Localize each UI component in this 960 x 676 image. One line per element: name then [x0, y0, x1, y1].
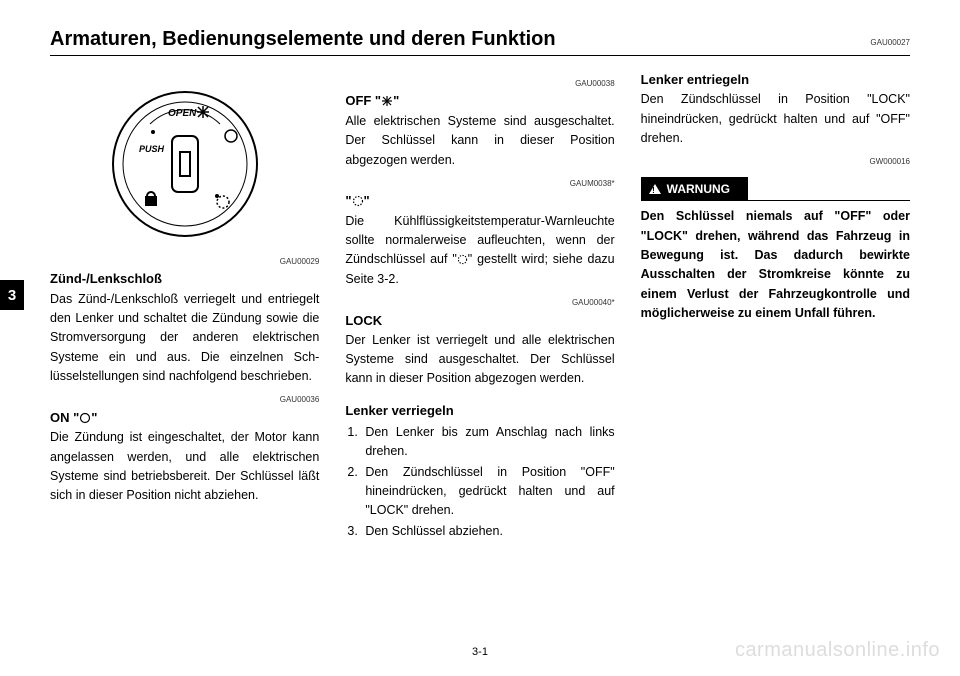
- lock-step-2: Den Zündschlüssel in Position "OFF" hine…: [361, 463, 614, 521]
- lock-step-3: Den Schlüssel abziehen.: [361, 522, 614, 541]
- p-lenker-entriegeln: Den Zündschlüssel in Position "LOCK" hin…: [641, 90, 910, 148]
- dotted-circle-inline-icon: [457, 254, 468, 265]
- column-3: Lenker entriegeln Den Zündschlüssel in P…: [641, 70, 910, 542]
- page-title: Armaturen, Bedienungselemente und deren …: [50, 28, 870, 51]
- warning-label-text: WARNUNG: [667, 180, 730, 199]
- header-code: GAU00027: [870, 38, 910, 47]
- lock-step-1: Den Lenker bis zum Anschlag nach links d…: [361, 423, 614, 462]
- ignition-switch-illustration: OPEN PUSH: [50, 70, 319, 248]
- code-gau00040: GAU00040*: [345, 297, 614, 309]
- dotted-circle-icon: [352, 195, 364, 207]
- column-1: OPEN PUSH: [50, 70, 319, 542]
- dotted-label-b: ": [364, 193, 370, 208]
- on-label-b: ": [91, 410, 97, 425]
- code-gaum0038: GAUM0038*: [345, 178, 614, 190]
- code-gw000016: GW000016: [641, 156, 910, 168]
- off-burst-icon: [381, 95, 393, 107]
- warning-triangle-icon: [649, 184, 661, 194]
- code-gau00036: GAU00036: [50, 394, 319, 406]
- off-label-a: OFF ": [345, 93, 381, 108]
- heading-dotted-circle: "": [345, 191, 614, 211]
- content-columns: OPEN PUSH: [50, 70, 910, 542]
- on-circle-icon: [79, 412, 91, 424]
- svg-text:OPEN: OPEN: [168, 108, 197, 119]
- heading-on: ON " ": [50, 408, 319, 428]
- warning-box: WARNUNG: [641, 177, 910, 202]
- p-on: Die Zündung ist eingeschaltet, der Motor…: [50, 428, 319, 506]
- heading-zuend-lenkschloss: Zünd-/Lenkschloß: [50, 269, 319, 289]
- code-gau00029: GAU00029: [50, 256, 319, 268]
- code-gau00038: GAU00038: [345, 78, 614, 90]
- p-off: Alle elektrischen Systeme sind aus­gesch…: [345, 112, 614, 170]
- page-container: Armaturen, Bedienungselemente und deren …: [0, 0, 960, 676]
- heading-off: OFF " ": [345, 91, 614, 111]
- heading-lenker-entriegeln: Lenker entriegeln: [641, 70, 910, 90]
- lock-steps: Den Lenker bis zum Anschlag nach links d…: [345, 423, 614, 541]
- warning-label: WARNUNG: [641, 177, 748, 202]
- watermark: carmanualsonline.info: [735, 639, 940, 662]
- off-label-b: ": [393, 93, 399, 108]
- page-header: Armaturen, Bedienungselemente und deren …: [50, 28, 910, 56]
- p-zuend-lenkschloss: Das Zünd-/Lenkschloß verriegelt und entr…: [50, 290, 319, 387]
- heading-lock: LOCK: [345, 311, 614, 331]
- heading-lenker-verriegeln: Lenker verriegeln: [345, 401, 614, 421]
- on-label-a: ON ": [50, 410, 79, 425]
- svg-text:PUSH: PUSH: [139, 144, 165, 154]
- p-lock: Der Lenker ist verriegelt und alle elekt…: [345, 331, 614, 389]
- p-dotted-circle: Die Kühlflüssigkeitstemperatur-Warnleuch…: [345, 212, 614, 290]
- column-2: GAU00038 OFF " " Alle elektrischen System…: [345, 70, 614, 542]
- warning-text: Den Schlüssel niemals auf "OFF" oder "LO…: [641, 207, 910, 323]
